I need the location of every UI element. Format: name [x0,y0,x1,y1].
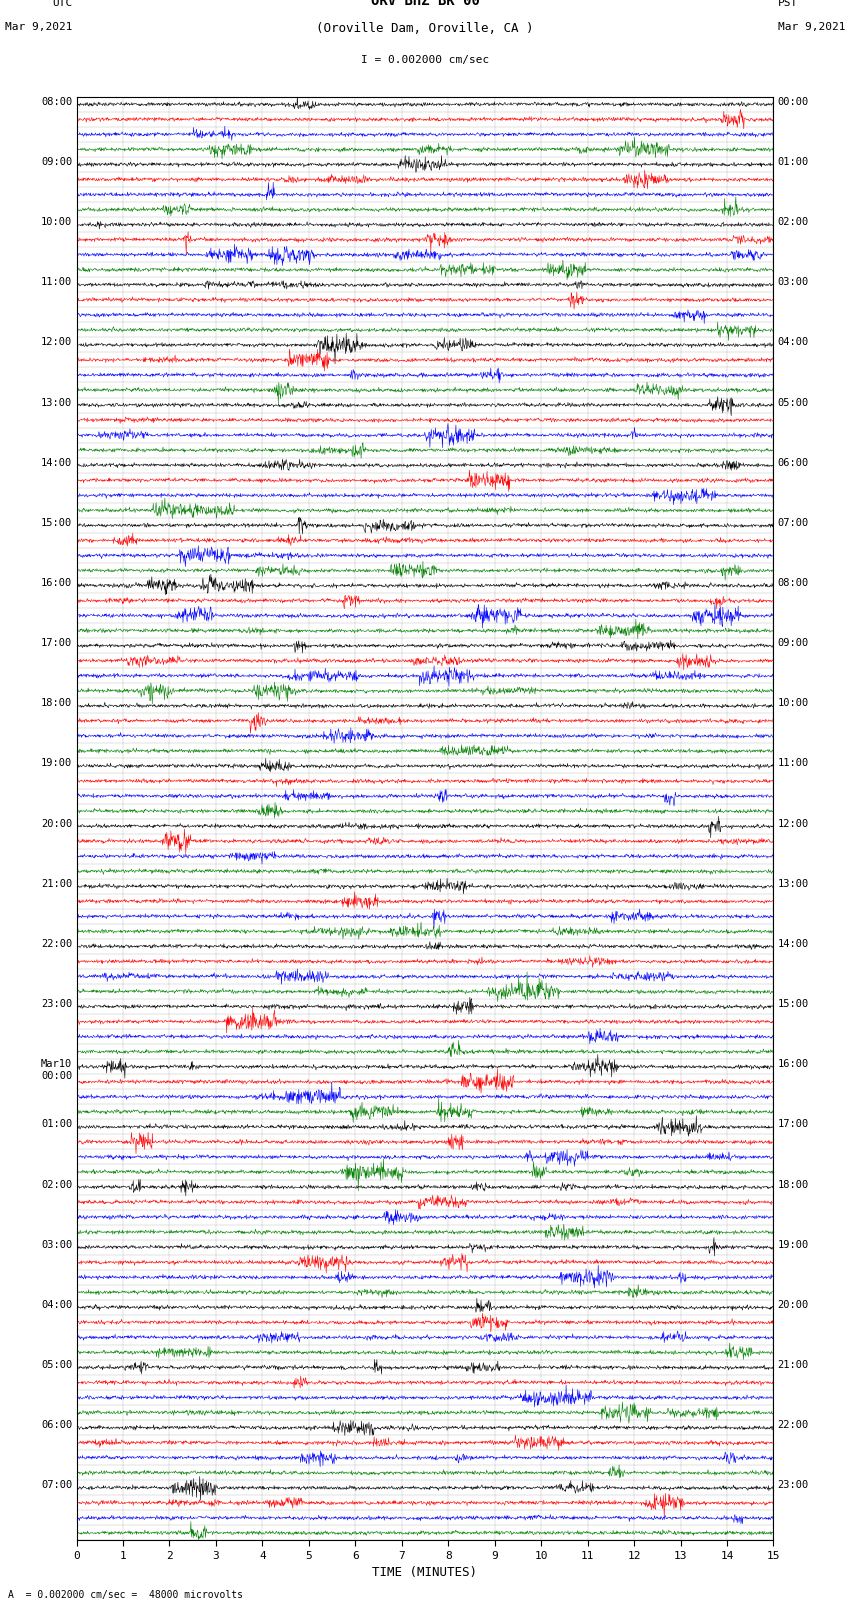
X-axis label: TIME (MINUTES): TIME (MINUTES) [372,1566,478,1579]
Text: (Oroville Dam, Oroville, CA ): (Oroville Dam, Oroville, CA ) [316,23,534,35]
Text: 04:00: 04:00 [778,337,809,347]
Text: 21:00: 21:00 [778,1360,809,1369]
Text: 16:00: 16:00 [41,577,72,589]
Text: 02:00: 02:00 [41,1179,72,1189]
Text: 04:00: 04:00 [41,1300,72,1310]
Text: 09:00: 09:00 [778,639,809,648]
Text: 01:00: 01:00 [778,156,809,166]
Text: 02:00: 02:00 [778,218,809,227]
Text: 06:00: 06:00 [778,458,809,468]
Text: 20:00: 20:00 [778,1300,809,1310]
Text: 23:00: 23:00 [778,1481,809,1490]
Text: 15:00: 15:00 [778,998,809,1010]
Text: 20:00: 20:00 [41,819,72,829]
Text: 12:00: 12:00 [41,337,72,347]
Text: 03:00: 03:00 [778,277,809,287]
Text: 08:00: 08:00 [41,97,72,106]
Text: Mar10
00:00: Mar10 00:00 [41,1060,72,1081]
Text: 00:00: 00:00 [778,97,809,106]
Text: 23:00: 23:00 [41,998,72,1010]
Text: 12:00: 12:00 [778,819,809,829]
Text: 16:00: 16:00 [778,1060,809,1069]
Text: 14:00: 14:00 [778,939,809,948]
Text: 08:00: 08:00 [778,577,809,589]
Text: 21:00: 21:00 [41,879,72,889]
Text: 07:00: 07:00 [778,518,809,527]
Text: 05:00: 05:00 [778,397,809,408]
Text: A  = 0.002000 cm/sec =  48000 microvolts: A = 0.002000 cm/sec = 48000 microvolts [8,1590,243,1600]
Text: 14:00: 14:00 [41,458,72,468]
Text: PST: PST [778,0,798,8]
Text: 18:00: 18:00 [41,698,72,708]
Text: 19:00: 19:00 [778,1240,809,1250]
Text: 06:00: 06:00 [41,1419,72,1431]
Text: 07:00: 07:00 [41,1481,72,1490]
Text: 18:00: 18:00 [778,1179,809,1189]
Text: 22:00: 22:00 [41,939,72,948]
Text: 05:00: 05:00 [41,1360,72,1369]
Text: 01:00: 01:00 [41,1119,72,1129]
Text: 17:00: 17:00 [41,639,72,648]
Text: ORV BHZ BK 00: ORV BHZ BK 00 [371,0,479,8]
Text: 10:00: 10:00 [778,698,809,708]
Text: 13:00: 13:00 [41,397,72,408]
Text: 22:00: 22:00 [778,1419,809,1431]
Text: 10:00: 10:00 [41,218,72,227]
Text: 17:00: 17:00 [778,1119,809,1129]
Text: 11:00: 11:00 [778,758,809,768]
Text: 13:00: 13:00 [778,879,809,889]
Text: 03:00: 03:00 [41,1240,72,1250]
Text: 19:00: 19:00 [41,758,72,768]
Text: Mar 9,2021: Mar 9,2021 [778,23,845,32]
Text: 11:00: 11:00 [41,277,72,287]
Text: 09:00: 09:00 [41,156,72,166]
Text: I = 0.002000 cm/sec: I = 0.002000 cm/sec [361,55,489,65]
Text: UTC: UTC [52,0,72,8]
Text: 15:00: 15:00 [41,518,72,527]
Text: Mar 9,2021: Mar 9,2021 [5,23,72,32]
